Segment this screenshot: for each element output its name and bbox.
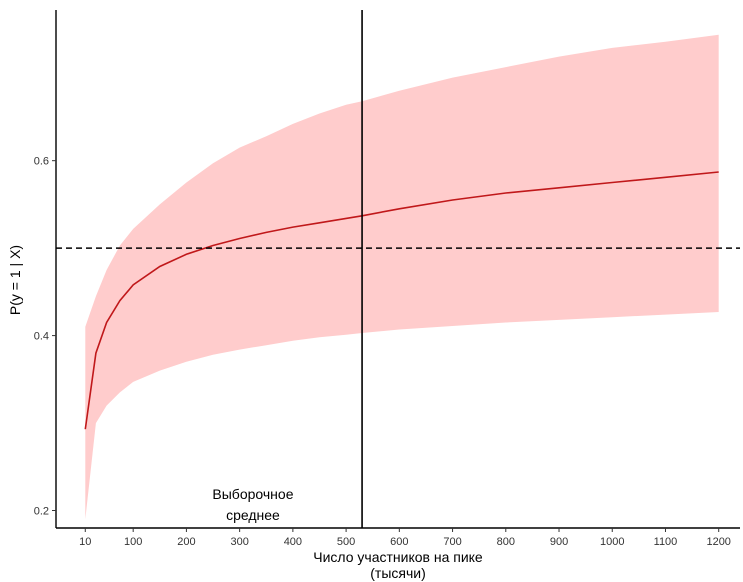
x-tick-label: 10 — [79, 536, 91, 548]
x-tick-label: 200 — [177, 536, 195, 548]
x-tick-label: 400 — [284, 536, 302, 548]
x-tick-label: 800 — [497, 536, 515, 548]
y-tick-label: 0.2 — [34, 506, 49, 518]
series-lines — [84, 171, 719, 430]
x-tick-label: 1200 — [706, 536, 730, 548]
series-line-0 — [84, 171, 719, 430]
x-axis-title-line-2: (тысячи) — [370, 565, 426, 581]
y-tick-label: 0.6 — [34, 156, 49, 168]
confidence-band-0 — [85, 34, 719, 520]
x-tick-label: 600 — [390, 536, 408, 548]
x-tick-label: 1000 — [600, 536, 624, 548]
x-axis-title-line-1: Число участников на пике — [313, 549, 483, 565]
annotation-line-2: среднее — [226, 507, 280, 523]
x-tick-label: 1100 — [654, 536, 678, 548]
axes — [55, 10, 740, 529]
x-tick-label: 300 — [230, 536, 248, 548]
x-tick-label: 900 — [550, 536, 568, 548]
x-tick-label: 500 — [337, 536, 355, 548]
annotation-line-1: Выборочное — [212, 486, 293, 502]
y-tick-label: 0.4 — [34, 331, 49, 343]
reference-lines — [56, 10, 740, 528]
confidence-bands — [85, 34, 719, 520]
tick-marks — [52, 160, 720, 532]
x-tick-label: 700 — [443, 536, 461, 548]
y-axis-title: P(y = 1 | X) — [7, 245, 23, 315]
x-tick-label: 100 — [124, 536, 142, 548]
